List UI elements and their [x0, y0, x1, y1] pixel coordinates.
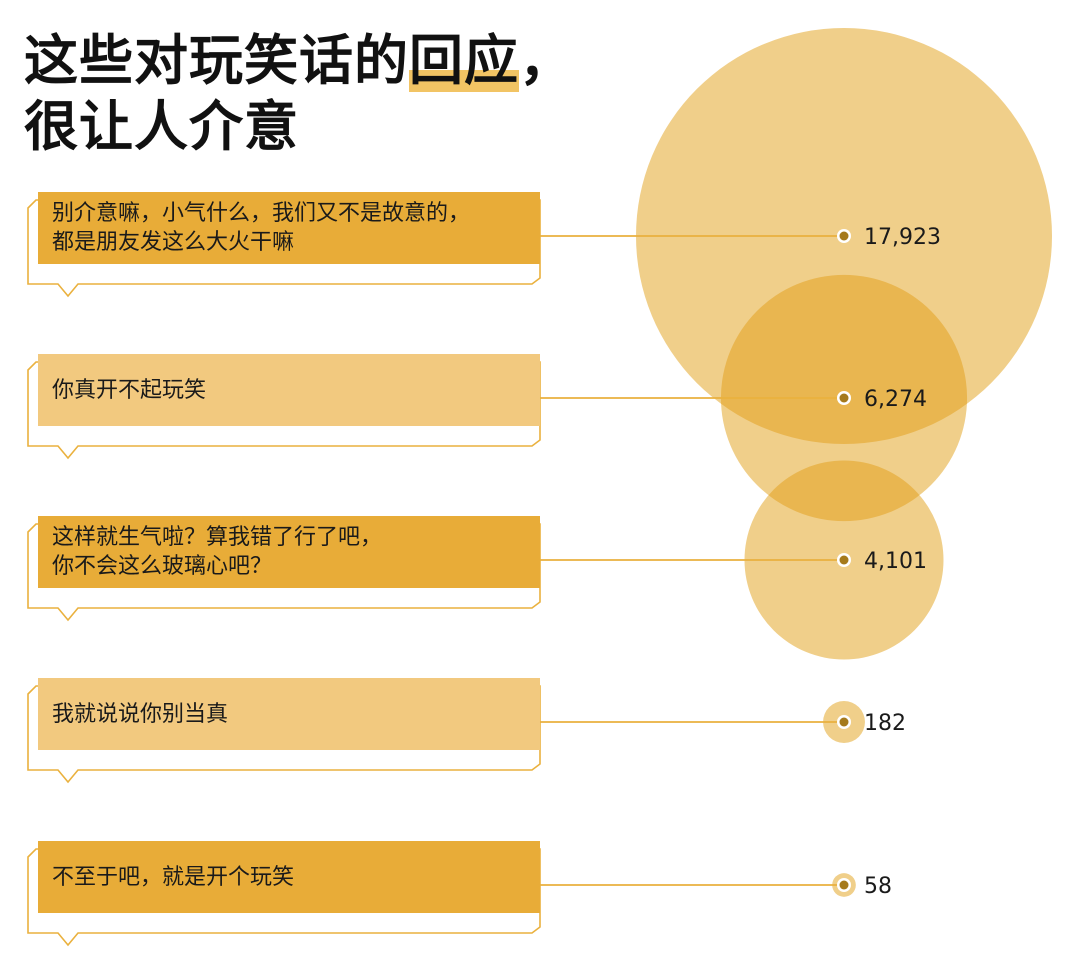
label-box — [38, 678, 540, 750]
response-label: 我就说说你别当真 — [52, 678, 522, 750]
response-label-line: 这样就生气啦？算我错了行了吧， — [52, 525, 383, 550]
page-title: 这些对玩笑话的回应， 很让人介意 — [24, 28, 574, 160]
title-line2: 很让人介意 — [24, 95, 299, 158]
value-dot — [839, 880, 849, 890]
response-label-line: 我就说说你别当真 — [52, 701, 229, 727]
response-label-line: 别介意嘛，小气什么，我们又不是故意的， — [52, 201, 471, 226]
response-label: 别介意嘛，小气什么，我们又不是故意的， 都是朋友发这么大火干嘛 — [52, 192, 522, 264]
response-label: 这样就生气啦？算我错了行了吧， 你不会这么玻璃心吧？ — [52, 516, 522, 588]
value-label: 182 — [864, 711, 906, 736]
response-label-line: 不至于吧，就是开个玩笑 — [52, 864, 295, 890]
value-label: 4,101 — [864, 549, 927, 574]
value-label: 6,274 — [864, 387, 927, 412]
response-row-4: 182 — [27, 678, 906, 784]
value-dot — [839, 717, 849, 727]
title-line1-after: ， — [519, 29, 574, 92]
value-dot — [839, 555, 849, 565]
title-line1-before: 这些对玩笑话的 — [24, 29, 409, 92]
label-box — [38, 516, 540, 588]
bubble-overlap-2 — [744, 460, 944, 522]
response-label-line: 你真开不起玩笑 — [52, 377, 207, 403]
response-row-1: 17,923 — [27, 192, 941, 298]
response-label: 你真开不起玩笑 — [52, 354, 522, 426]
response-row-5: 58 — [27, 841, 892, 947]
response-label-line: 都是朋友发这么大火干嘛 — [52, 230, 295, 255]
label-box — [38, 192, 540, 264]
response-row-3: 4,101 — [27, 516, 927, 622]
response-label: 不至于吧，就是开个玩笑 — [52, 841, 522, 913]
response-row-2: 6,274 — [27, 354, 927, 460]
value-dot — [839, 393, 849, 403]
title-highlight: 回应 — [409, 29, 519, 92]
value-label: 58 — [864, 874, 892, 899]
value-dot — [839, 231, 849, 241]
label-box — [38, 354, 540, 426]
response-label-line: 你不会这么玻璃心吧？ — [52, 554, 273, 579]
label-box — [38, 841, 540, 913]
value-label: 17,923 — [864, 225, 941, 250]
